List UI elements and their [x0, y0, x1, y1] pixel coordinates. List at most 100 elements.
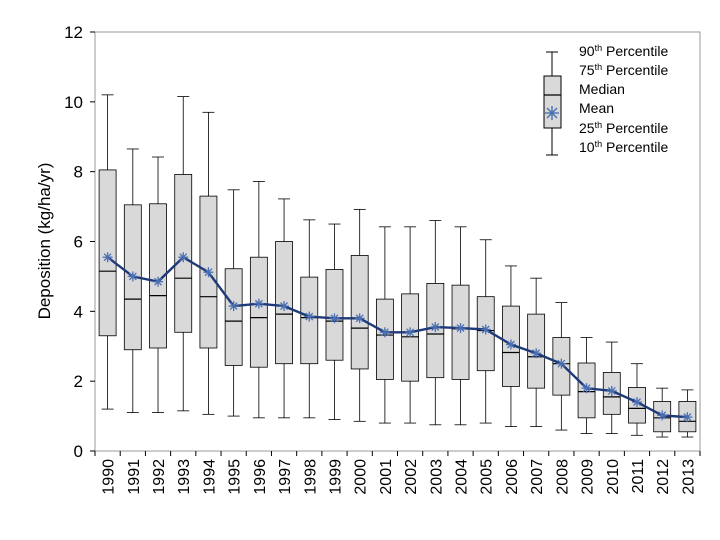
legend-box — [543, 75, 562, 129]
box-1990 — [98, 94, 117, 410]
x-tick-label: 1997 — [277, 459, 294, 495]
iqr-box — [249, 256, 268, 368]
mean-marker — [657, 410, 668, 421]
mean-marker-d2 — [229, 302, 238, 311]
mean-marker — [178, 252, 189, 263]
iqr-box — [401, 293, 420, 382]
box-2001 — [375, 226, 394, 424]
x-tick-label: 2006 — [504, 459, 521, 495]
mean-marker-d2 — [481, 325, 490, 334]
mean-marker-d2 — [582, 384, 591, 393]
y-tick-label: 4 — [74, 302, 83, 321]
iqr-box — [375, 298, 394, 380]
mean-marker — [102, 252, 113, 263]
x-tick-label: 2005 — [479, 459, 496, 495]
y-tick-label: 6 — [74, 233, 83, 252]
x-tick-label: 1993 — [176, 459, 193, 495]
x-tick-label: 1994 — [201, 459, 218, 495]
mean-marker — [379, 327, 390, 338]
x-tick-label: 1995 — [227, 459, 244, 495]
box-1994 — [199, 111, 218, 415]
mean-series — [102, 252, 693, 423]
mean-marker-d2 — [179, 253, 188, 262]
legend-label: Mean — [579, 100, 614, 116]
mean-marker — [505, 339, 516, 350]
mean-marker — [631, 397, 642, 408]
mean-marker — [606, 385, 617, 396]
legend-label: 75th Percentile — [579, 62, 668, 78]
mean-marker-d2 — [355, 314, 364, 323]
y-tick-label: 10 — [64, 93, 83, 112]
mean-line — [106, 255, 688, 419]
legend-label: Median — [579, 81, 625, 97]
mean-marker — [354, 313, 365, 324]
legend-label: 90th Percentile — [579, 43, 668, 59]
mean-marker-d2 — [380, 328, 389, 337]
mean-marker-d2 — [633, 398, 641, 407]
mean-marker-d2 — [683, 413, 692, 422]
mean-marker-d2 — [128, 272, 137, 281]
mean-marker-d2 — [456, 324, 465, 333]
mean-marker-d2 — [658, 411, 667, 420]
legend: 90th Percentile 75th Percentile Median Mean… — [543, 43, 668, 156]
mean-marker — [682, 412, 693, 423]
mean-marker — [556, 358, 567, 369]
x-tick-label: 1998 — [302, 459, 319, 495]
y-tick-label: 2 — [74, 372, 83, 391]
x-tick-label: 2012 — [655, 459, 672, 495]
mean-marker — [127, 271, 138, 282]
mean-marker — [329, 313, 340, 324]
mean-marker-d2 — [532, 349, 541, 358]
mean-marker-d2 — [280, 302, 289, 311]
mean-marker-d2 — [607, 386, 616, 395]
mean-marker — [228, 301, 239, 312]
legend-labels: 90th Percentile 75th Percentile Median Mean… — [579, 43, 668, 155]
mean-marker-d2 — [254, 299, 263, 308]
mean-marker — [203, 267, 214, 278]
mean-marker-d2 — [506, 340, 515, 349]
iqr-box — [350, 255, 369, 370]
mean-marker-d2 — [557, 359, 566, 368]
mean-marker-d2 — [154, 277, 162, 286]
box-1996 — [249, 181, 268, 419]
iqr-box — [224, 268, 243, 366]
mean-marker-d2 — [330, 314, 339, 323]
box-2000 — [350, 208, 369, 422]
mean-marker — [430, 322, 441, 333]
x-tick-label: 2000 — [353, 459, 370, 495]
legend-label: 10th Percentile — [579, 139, 668, 155]
y-tick-label: 8 — [74, 163, 83, 182]
mean-marker — [581, 383, 592, 394]
mean-marker — [455, 323, 466, 334]
x-tick-label: 2004 — [454, 459, 471, 495]
y-tick-label: 0 — [74, 442, 83, 461]
x-tick-label: 1990 — [101, 459, 118, 495]
x-tick-label: 2002 — [403, 459, 420, 495]
mean-marker-d2 — [204, 268, 213, 277]
mean-marker — [279, 301, 290, 312]
mean-marker-d2 — [103, 253, 112, 262]
x-tick-label: 2003 — [428, 459, 445, 495]
x-tick-label: 2010 — [605, 459, 622, 495]
mean-marker — [304, 311, 315, 322]
legend-label: 25th Percentile — [579, 120, 668, 136]
x-tick-label: 2013 — [680, 459, 697, 495]
mean-marker-d2 — [431, 323, 440, 332]
x-tick-label: 1999 — [327, 459, 344, 495]
y-tick-label: 12 — [64, 23, 83, 42]
mean-marker — [405, 327, 416, 338]
mean-marker-d2 — [406, 328, 415, 337]
x-tick-label: 1991 — [126, 459, 143, 495]
mean-marker — [531, 348, 542, 359]
x-axis: 1990 1991 1992 1993 1994 1995 1996 1997 1998 1999… — [94, 451, 701, 495]
box-2002 — [401, 226, 420, 424]
mean-marker-d2 — [305, 312, 314, 321]
x-tick-label: 2009 — [580, 459, 597, 495]
mean-marker — [480, 324, 491, 335]
x-tick-label: 2008 — [554, 459, 571, 495]
mean-marker — [153, 276, 164, 287]
y-axis-label: Deposition (kg/ha/yr) — [35, 163, 54, 320]
x-tick-label: 1996 — [252, 459, 269, 495]
x-tick-label: 2007 — [529, 459, 546, 495]
